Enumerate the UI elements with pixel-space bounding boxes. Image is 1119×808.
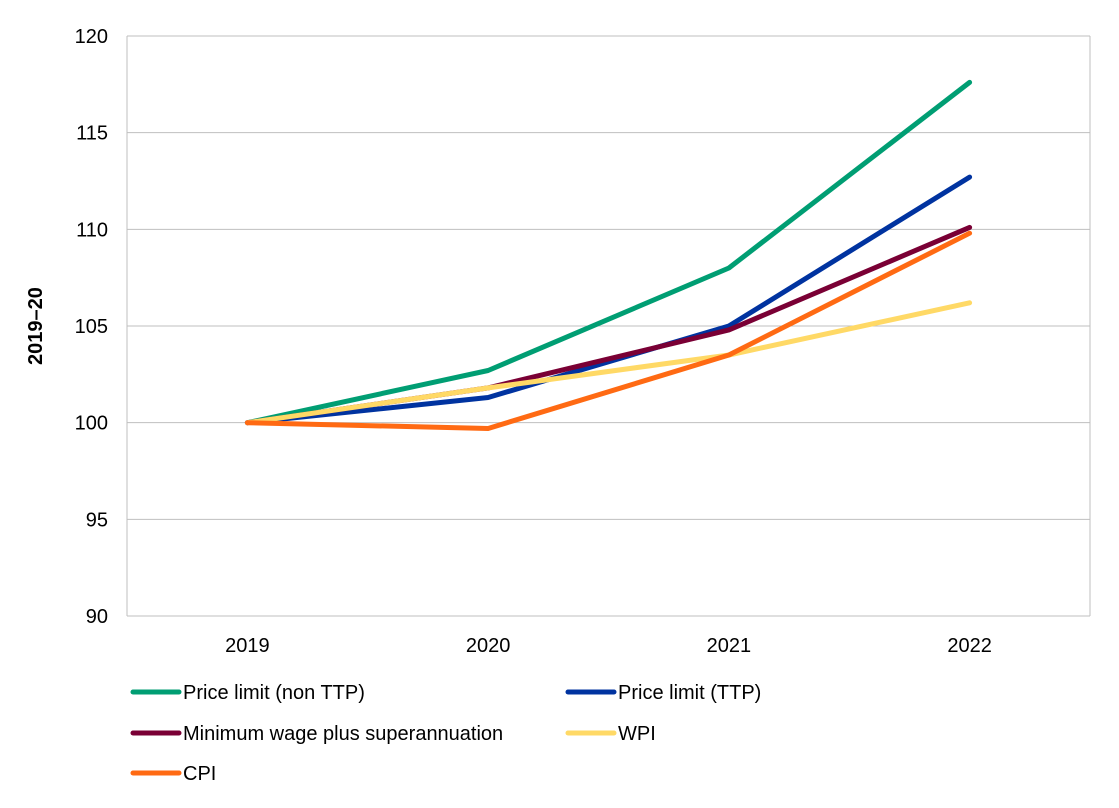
legend-item: Price limit (non TTP)	[130, 682, 365, 704]
legend: Price limit (non TTP) Price limit (TTP) Mi…	[130, 682, 761, 785]
legend-label: Minimum wage plus superannuation	[183, 723, 503, 745]
y-axis-title: 2019–20	[25, 287, 47, 365]
series-line-2	[244, 174, 973, 426]
gridlines	[127, 35, 1090, 617]
y-tick-label: 100	[75, 413, 108, 435]
y-tick-label: 110	[76, 219, 108, 241]
y-tick-label: 120	[75, 26, 108, 48]
y-tick-label: 95	[86, 509, 108, 531]
series-line-1	[244, 79, 973, 426]
x-tick-label: 2019	[225, 635, 270, 657]
legend-item: CPI	[130, 763, 216, 785]
y-tick-label: 105	[75, 316, 108, 338]
legend-label: Price limit (TTP)	[618, 682, 761, 704]
legend-label: WPI	[618, 723, 656, 745]
y-tick-label: 90	[86, 606, 108, 628]
series-line-4	[244, 300, 973, 426]
legend-label: Price limit (non TTP)	[183, 682, 365, 704]
legend-item: Price limit (TTP)	[565, 682, 761, 704]
legend-label: CPI	[183, 763, 216, 785]
x-tick-label: 2020	[466, 635, 511, 657]
series-line-5	[244, 230, 973, 431]
x-tick-label: 2021	[707, 635, 752, 657]
legend-item: Minimum wage plus superannuation	[130, 723, 503, 745]
x-tick-label: 2022	[947, 635, 992, 657]
series-lines	[244, 79, 973, 431]
axes: 90 95 100 105 110 115 120 2019 2020 2021 2022	[75, 26, 1091, 657]
legend-item: WPI	[565, 723, 656, 745]
y-tick-label: 115	[76, 123, 108, 145]
